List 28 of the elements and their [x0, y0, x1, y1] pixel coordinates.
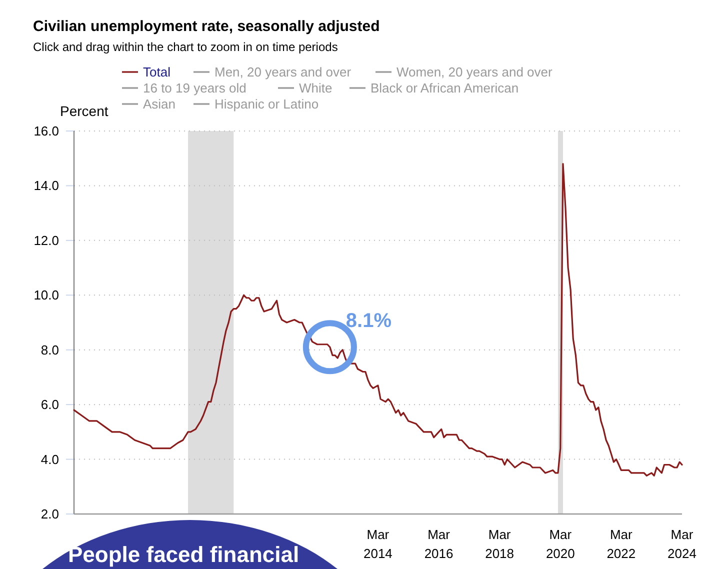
- x-tick-label: Mar 2020: [546, 527, 575, 561]
- y-tick-label: 16.0: [34, 124, 59, 138]
- legend-label: Asian: [143, 96, 176, 112]
- y-axis-title: Percent: [60, 103, 108, 119]
- annotation: 8.1%: [346, 310, 392, 332]
- chart-subtitle: Click and drag within the chart to zoom in on time periods: [33, 40, 338, 54]
- y-tick-label: 2.0: [40, 506, 59, 522]
- legend-label: White: [299, 80, 332, 96]
- y-tick-label: 6.0: [40, 397, 59, 412]
- legend-label: Men, 20 years and over: [214, 64, 352, 80]
- chart-title: Civilian unemployment rate, seasonally adjusted: [33, 18, 380, 35]
- y-tick-label: 10.0: [34, 288, 59, 303]
- line-series: [73, 163, 683, 476]
- legend-label: Hispanic or Latino: [214, 96, 319, 112]
- legend-label: Total: [143, 64, 171, 80]
- x-tick-label: Mar 2016: [424, 527, 454, 561]
- text: People faced financial: [68, 542, 300, 567]
- y-tick-label: 8.0: [40, 342, 59, 358]
- x-tick-label: Mar 2024: [668, 527, 696, 561]
- y-tick-label: 12.0: [34, 232, 59, 248]
- y-tick-label: 14.0: [34, 178, 59, 194]
- legend-label: Women, 20 years and over: [396, 64, 554, 80]
- legend-label: Black or African American: [370, 80, 519, 96]
- x-tick-label: Mar 2014: [363, 527, 392, 561]
- y-tick-label: 4.0: [40, 452, 59, 467]
- legend-label: 16 to 19 years old: [143, 80, 246, 96]
- x-tick-label: Mar 2018: [485, 527, 514, 561]
- x-tick-label: Mar 2022: [606, 527, 636, 561]
